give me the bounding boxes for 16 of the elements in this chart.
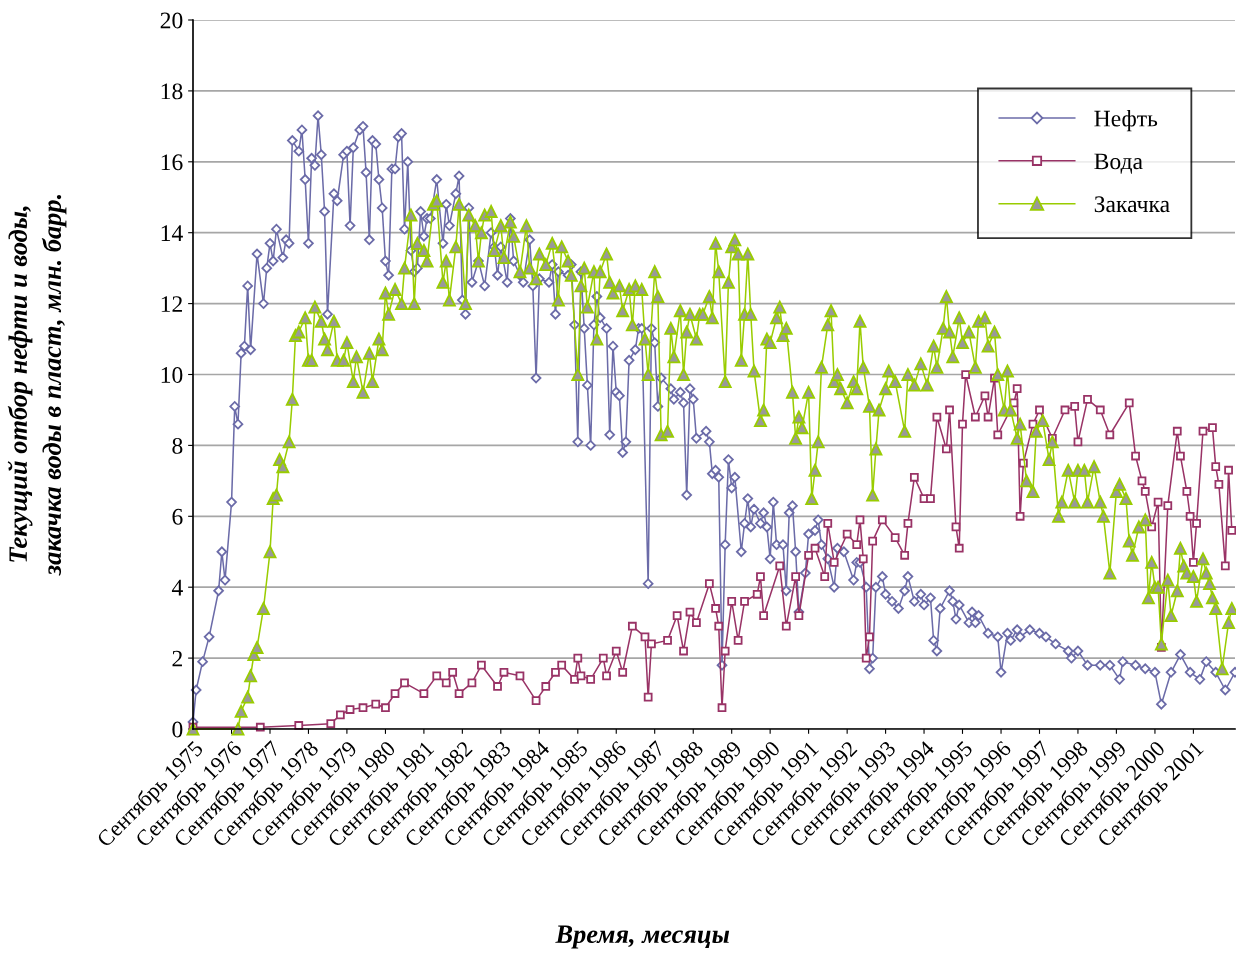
legend-label: Вода [1094,153,1143,174]
y-tick-label: 18 [161,83,183,100]
y-tick-label: 12 [161,296,182,312]
y-tick-label: 0 [172,721,183,738]
legend-label: Нефть [1094,109,1158,132]
y-tick-label: 14 [161,225,183,241]
y-tick-label: 20 [160,12,183,29]
y-tick-label: 6 [172,508,183,525]
legend-label: Закачка [1094,196,1170,213]
y-tick-label: 8 [172,437,183,454]
y-tick-label: 4 [171,579,183,596]
y-tick-label: 2 [172,650,182,667]
y-tick-label: 10 [161,366,183,383]
y-tick-label: 16 [161,154,183,171]
x-axis-title: Время, месяцы [555,925,730,949]
y-axis-title: Текущий отбор нефти и воды, закачка воды в пласт, млн. барр. [7,194,67,576]
